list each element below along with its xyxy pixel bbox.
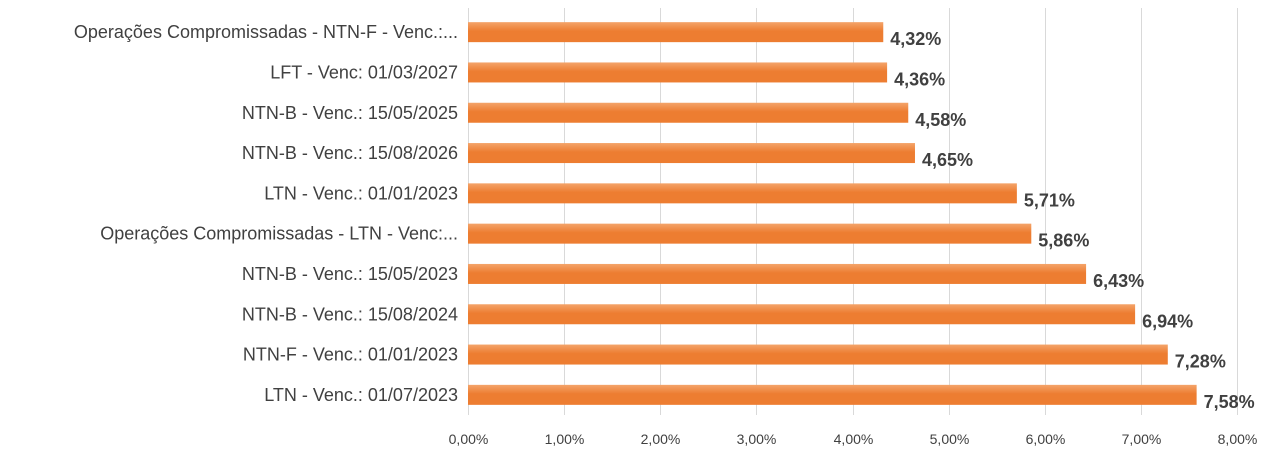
bar: [468, 22, 884, 43]
category-label: NTN-F - Venc.: 01/01/2023: [243, 345, 458, 365]
x-tick-label: 4,00%: [834, 431, 874, 447]
category-label: Operações Compromissadas - LTN - Venc:..…: [100, 224, 458, 244]
category-label: Operações Compromissadas - NTN-F - Venc.…: [74, 22, 458, 42]
x-tick-label: 1,00%: [545, 431, 585, 447]
bar: [468, 102, 909, 123]
bar: [468, 143, 915, 164]
x-tick-label: 0,00%: [449, 431, 489, 447]
data-label: 7,58%: [1204, 392, 1255, 412]
data-label: 5,86%: [1038, 231, 1089, 251]
bar: [468, 223, 1032, 244]
data-label: 4,32%: [890, 29, 941, 49]
data-label: 7,28%: [1175, 352, 1226, 372]
data-label: 4,36%: [894, 69, 945, 89]
data-label: 4,65%: [922, 150, 973, 170]
x-tick-label: 6,00%: [1026, 431, 1066, 447]
category-label: NTN-B - Venc.: 15/08/2024: [242, 304, 458, 324]
category-labels: Operações Compromissadas - NTN-F - Venc.…: [74, 22, 458, 405]
bars: [468, 22, 1197, 405]
x-tick-label: 8,00%: [1218, 431, 1258, 447]
data-label: 5,71%: [1024, 190, 1075, 210]
bar: [468, 62, 888, 83]
bar: [468, 263, 1087, 284]
value-labels: 4,32% 4,36% 4,58% 4,65% 5,71% 5,86%6,43% 6,94%…: [890, 29, 1254, 412]
bar: [468, 183, 1017, 204]
category-label: LTN - Venc.: 01/01/2023: [264, 183, 458, 203]
bar: [468, 384, 1197, 405]
bar: [468, 344, 1168, 365]
category-label: NTN-B - Venc.: 15/05/2023: [242, 264, 458, 284]
data-label: 4,58%: [915, 110, 966, 130]
x-axis-ticks: 0,00% 1,00% 2,00% 3,00% 4,00% 5,00% 6,00% 7,00%…: [449, 431, 1258, 447]
category-label: NTN-B - Venc.: 15/05/2025: [242, 103, 458, 123]
x-tick-label: 2,00%: [641, 431, 681, 447]
x-tick-label: 7,00%: [1122, 431, 1162, 447]
category-label: LFT - Venc: 01/03/2027: [270, 62, 458, 82]
x-tick-label: 5,00%: [930, 431, 970, 447]
category-label: LTN - Venc.: 01/07/2023: [264, 385, 458, 405]
data-label: 6,43%: [1093, 271, 1144, 291]
x-tick-label: 3,00%: [737, 431, 777, 447]
category-label: NTN-B - Venc.: 15/08/2026: [242, 143, 458, 163]
data-label: 6,94%: [1142, 311, 1193, 331]
bar: [468, 304, 1136, 325]
